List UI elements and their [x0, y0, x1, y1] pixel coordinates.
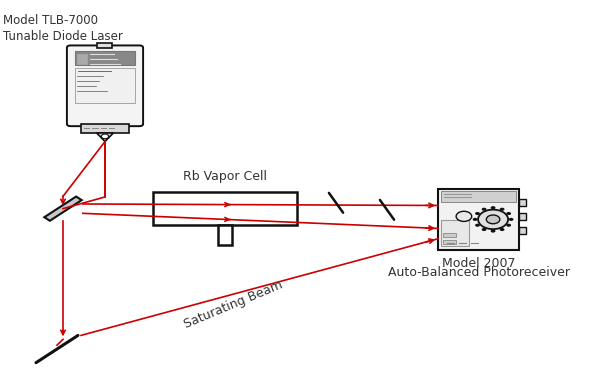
- Bar: [441, 191, 516, 202]
- Circle shape: [473, 218, 478, 221]
- Circle shape: [506, 223, 511, 227]
- Bar: [97, 43, 113, 48]
- Circle shape: [475, 223, 480, 227]
- Circle shape: [509, 218, 514, 221]
- Bar: [519, 199, 526, 206]
- Polygon shape: [97, 133, 113, 142]
- Circle shape: [482, 208, 487, 211]
- Text: Model TLB-7000
Tunable Diode Laser: Model TLB-7000 Tunable Diode Laser: [3, 14, 123, 43]
- Circle shape: [478, 210, 508, 229]
- Circle shape: [506, 212, 511, 215]
- Text: Rb Vapor Cell: Rb Vapor Cell: [183, 170, 267, 183]
- Bar: [443, 240, 456, 244]
- Circle shape: [482, 228, 487, 231]
- Circle shape: [487, 215, 500, 224]
- Bar: [81, 124, 129, 133]
- Circle shape: [500, 208, 505, 211]
- Bar: [443, 233, 456, 237]
- Bar: [218, 225, 232, 245]
- FancyBboxPatch shape: [67, 46, 143, 126]
- Bar: [438, 189, 519, 250]
- Text: Auto-Balanced Photoreceiver: Auto-Balanced Photoreceiver: [388, 266, 569, 279]
- Circle shape: [500, 228, 505, 231]
- Bar: [76, 51, 134, 65]
- Circle shape: [491, 206, 496, 209]
- Circle shape: [475, 212, 480, 215]
- Bar: [77, 53, 87, 64]
- Bar: [519, 213, 526, 220]
- Circle shape: [456, 211, 472, 222]
- Bar: [76, 68, 134, 103]
- Circle shape: [491, 229, 496, 232]
- Polygon shape: [44, 197, 82, 221]
- Circle shape: [101, 134, 109, 139]
- Text: Saturating Beam: Saturating Beam: [182, 278, 285, 331]
- Bar: [519, 227, 526, 234]
- Bar: [441, 220, 469, 246]
- Text: Model 2007: Model 2007: [442, 257, 515, 269]
- Bar: [153, 192, 297, 225]
